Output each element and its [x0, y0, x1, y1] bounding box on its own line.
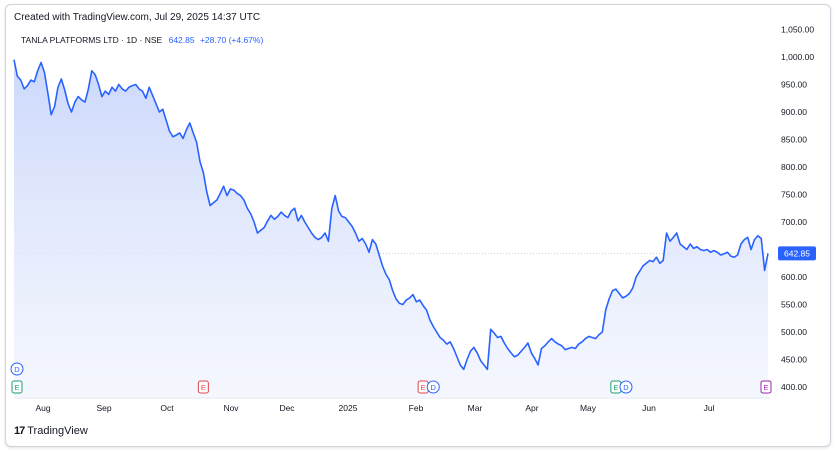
- y-tick-label: 450.00: [781, 355, 807, 365]
- x-tick-label: Aug: [35, 403, 50, 413]
- y-tick-label: 550.00: [781, 300, 807, 310]
- event-marker-label: D: [14, 365, 20, 374]
- y-axis[interactable]: 400.00450.00500.00550.00600.00650.00700.…: [778, 25, 816, 393]
- event-markers: DEEEDEDEE: [10, 362, 772, 394]
- y-tick-label: 950.00: [781, 80, 807, 90]
- y-tick-label: 1,050.00: [781, 25, 814, 35]
- y-tick-label: 700.00: [781, 217, 807, 227]
- x-tick-label: 2025: [339, 403, 358, 413]
- symbol-legend: TANLA PLATFORMS LTD · 1D · NSE 642.85 +2…: [21, 35, 263, 45]
- y-tick-label: 750.00: [781, 190, 807, 200]
- event-marker-label: E: [763, 383, 768, 392]
- x-tick-label: Jun: [642, 403, 656, 413]
- event-marker-label: D: [431, 383, 437, 392]
- last-price-label: 642.85: [784, 248, 810, 258]
- dividend-marker-icon[interactable]: [426, 380, 440, 394]
- earnings-marker-icon[interactable]: [760, 380, 772, 394]
- tradingview-logo-icon: 17: [14, 425, 25, 437]
- x-tick-label: Mar: [468, 403, 483, 413]
- x-tick-label: Oct: [160, 403, 174, 413]
- last-price-badge: [778, 246, 816, 261]
- legend-price: 642.85: [168, 35, 195, 45]
- y-tick-label: 600.00: [781, 272, 807, 282]
- earnings-marker-icon[interactable]: [197, 380, 209, 394]
- y-tick-label: 1,000.00: [781, 52, 814, 62]
- tradingview-logo-text: TradingView: [27, 425, 88, 437]
- x-tick-label: Feb: [409, 403, 424, 413]
- price-line[interactable]: [13, 59, 769, 371]
- legend-change: +28.70 (+4.67%): [199, 35, 264, 45]
- x-tick-label: Jul: [704, 403, 715, 413]
- area-layer: [13, 59, 769, 398]
- created-caption: Created with TradingView.com, Jul 29, 20…: [14, 12, 261, 23]
- dividend-marker-icon[interactable]: [619, 380, 633, 394]
- y-tick-label: 850.00: [781, 135, 807, 145]
- dividend-marker-icon[interactable]: [10, 362, 24, 376]
- x-tick-label: Sep: [96, 403, 111, 413]
- event-marker-label: E: [421, 383, 426, 392]
- y-tick-label: 800.00: [781, 162, 807, 172]
- x-tick-label: Dec: [279, 403, 295, 413]
- x-tick-label: May: [580, 403, 597, 413]
- price-area-fill: [14, 59, 768, 398]
- y-tick-label: 400.00: [781, 382, 807, 392]
- symbol-name: TANLA PLATFORMS LTD · 1D · NSE: [21, 35, 163, 45]
- tradingview-logo[interactable]: 17 TradingView: [14, 425, 88, 437]
- event-marker-label: D: [623, 383, 629, 392]
- y-tick-label: 900.00: [781, 107, 807, 117]
- earnings-marker-icon[interactable]: [11, 380, 23, 394]
- event-marker-label: E: [201, 383, 206, 392]
- event-marker-label: E: [14, 383, 19, 392]
- x-axis[interactable]: Aug Sep Oct Nov Dec 2025 Feb Mar Apr May Jun Jul: [35, 403, 714, 413]
- x-tick-label: Nov: [223, 403, 239, 413]
- event-marker-label: E: [613, 383, 618, 392]
- y-tick-label: 500.00: [781, 327, 807, 337]
- x-tick-label: Apr: [525, 403, 538, 413]
